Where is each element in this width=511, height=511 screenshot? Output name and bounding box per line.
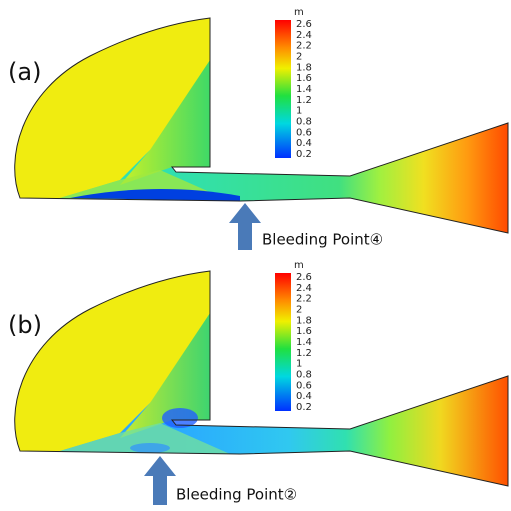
colorbar-tick-label: 1.4	[296, 84, 312, 95]
colorbar-tick-label: 1.2	[296, 348, 312, 359]
shock-wedge	[120, 271, 210, 438]
colorbar-tick-label: 1	[296, 106, 302, 117]
colorbar-tick-label: 0.8	[296, 370, 312, 381]
panel-label: (b)	[8, 311, 42, 339]
arrow	[144, 456, 176, 505]
separation-zone	[162, 408, 198, 428]
colorbar-tick-label: 0.4	[296, 138, 312, 149]
colorbar-tick-label: 2.2	[296, 294, 312, 305]
colorbar-tick-label: 1.6	[296, 73, 312, 84]
panel: (b) m2.62.42.221.81.61.41.210.80.60.40.2 B…	[8, 260, 509, 505]
colorbar-tick-label: 1.2	[296, 95, 312, 106]
colorbar-tick-label: 2.6	[296, 19, 312, 30]
colorbar	[275, 273, 291, 411]
arrow	[229, 203, 261, 250]
colorbar	[275, 20, 291, 158]
panel-label: (a)	[8, 58, 41, 86]
colorbar-tick-label: 1	[296, 359, 302, 370]
colorbar-tick-label: 2	[296, 52, 302, 63]
separation-zone	[70, 189, 240, 201]
colorbar-tick-label: 0.6	[296, 380, 312, 391]
forebody-region	[14, 271, 211, 451]
annotation: Bleeding Point④	[262, 231, 383, 249]
colorbar-unit: m	[294, 7, 304, 18]
colorbar-tick-label: 2.2	[296, 41, 312, 52]
ramp-shade	[60, 423, 230, 454]
shock-wedge	[120, 18, 210, 185]
separation-zone	[130, 443, 170, 453]
colorbar-unit: m	[294, 260, 304, 271]
colorbar-tick-label: 1.8	[296, 62, 312, 73]
outline	[14, 270, 509, 487]
colorbar-tick-label: 2.4	[296, 30, 312, 41]
panel: (a) m2.62.42.221.81.61.41.210.80.60.40.2 B…	[8, 7, 509, 250]
colorbar-tick-label: 1.4	[296, 337, 312, 348]
colorbar-tick-label: 0.6	[296, 127, 312, 138]
colorbar-tick-label: 0.8	[296, 117, 312, 128]
colorbar-tick-label: 2	[296, 305, 302, 316]
colorbar-tick-label: 1.6	[296, 326, 312, 337]
colorbar-tick-label: 1.8	[296, 315, 312, 326]
forebody-region	[14, 18, 211, 198]
colorbar-tick-label: 2.6	[296, 272, 312, 283]
annotation: Bleeding Point②	[176, 486, 297, 504]
colorbar-tick-label: 0.2	[296, 402, 312, 413]
colorbar-tick-label: 0.4	[296, 391, 312, 402]
colorbar-tick-label: 2.4	[296, 283, 312, 294]
colorbar-tick-label: 0.2	[296, 149, 312, 160]
outline	[14, 17, 509, 234]
